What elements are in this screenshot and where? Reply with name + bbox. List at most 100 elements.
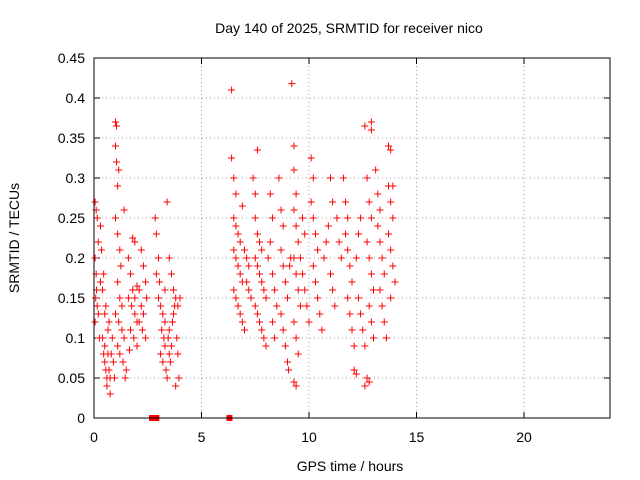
- data-point: [372, 166, 380, 174]
- data-point: [112, 310, 119, 318]
- data-point: [380, 318, 388, 326]
- data-point: [286, 262, 294, 270]
- data-point: [337, 254, 345, 262]
- data-point: [376, 206, 384, 214]
- data-point: [284, 294, 291, 302]
- data-point: [324, 222, 332, 230]
- data-point: [264, 254, 272, 262]
- data-point: [268, 318, 276, 326]
- data-point: [376, 286, 384, 294]
- data-point: [161, 342, 169, 350]
- data-point: [105, 366, 113, 374]
- data-point: [129, 234, 137, 242]
- data-point: [279, 262, 287, 270]
- data-point: [130, 334, 138, 342]
- data-point: [385, 142, 393, 150]
- data-point: [230, 214, 238, 222]
- data-point: [277, 206, 285, 214]
- data-point: [129, 286, 137, 294]
- data-point: [127, 270, 135, 278]
- data-point: [168, 318, 176, 326]
- x-tick-label: 15: [409, 429, 425, 445]
- data-point: [260, 334, 268, 342]
- data-point: [256, 238, 264, 246]
- data-point: [273, 302, 281, 310]
- data-point: [344, 294, 352, 302]
- data-point: [230, 286, 238, 294]
- data-point: [344, 246, 352, 254]
- data-point: [301, 286, 309, 294]
- y-tick-label: 0.25: [58, 210, 85, 226]
- data-point: [138, 326, 146, 334]
- data-point: [385, 230, 393, 238]
- data-point: [176, 294, 184, 302]
- data-point: [290, 166, 298, 174]
- data-points: [91, 80, 399, 421]
- data-point: [243, 278, 251, 286]
- data-point: [116, 294, 124, 302]
- data-point: [294, 286, 302, 294]
- data-point: [91, 318, 99, 326]
- data-point: [106, 390, 114, 398]
- data-point: [96, 278, 104, 286]
- data-point: [113, 158, 121, 166]
- data-point: [387, 146, 395, 154]
- data-point: [110, 374, 118, 382]
- data-point: [163, 198, 171, 206]
- data-point: [367, 214, 375, 222]
- data-point: [173, 334, 181, 342]
- data-point: [277, 246, 285, 254]
- plot-frame: [93, 57, 611, 419]
- data-point: [133, 342, 141, 350]
- data-point: [378, 302, 386, 310]
- data-point: [175, 374, 183, 382]
- data-point: [245, 286, 253, 294]
- data-point: [120, 206, 128, 214]
- data-point: [232, 254, 240, 262]
- y-tick-label: 0: [77, 410, 85, 426]
- data-point: [159, 358, 167, 366]
- data-point: [309, 262, 317, 270]
- data-point: [277, 310, 285, 318]
- data-point: [285, 366, 293, 374]
- data-point: [329, 286, 337, 294]
- data-point: [94, 310, 102, 318]
- data-point: [232, 222, 240, 230]
- data-point: [166, 358, 174, 366]
- data-point: [92, 294, 100, 302]
- x-axis-label: GPS time / hours: [297, 458, 404, 474]
- data-point: [346, 262, 354, 270]
- data-point: [234, 230, 242, 238]
- data-point: [290, 206, 298, 214]
- data-point: [108, 334, 116, 342]
- data-point: [118, 326, 126, 334]
- data-point: [143, 294, 151, 302]
- data-point: [303, 302, 311, 310]
- y-tick-label: 0.3: [66, 170, 86, 186]
- data-point: [292, 270, 300, 278]
- data-point: [350, 366, 358, 374]
- data-point: [137, 246, 145, 254]
- data-point: [251, 254, 259, 262]
- data-point: [118, 302, 126, 310]
- data-point: [165, 326, 173, 334]
- data-point: [370, 286, 377, 294]
- data-point: [241, 246, 248, 254]
- data-point: [139, 262, 147, 270]
- data-point: [104, 326, 112, 334]
- data-point: [99, 334, 107, 342]
- data-point: [157, 350, 165, 358]
- data-point: [350, 342, 358, 350]
- data-point: [376, 238, 384, 246]
- data-point: [365, 198, 373, 206]
- data-point: [128, 302, 136, 310]
- data-point: [245, 262, 253, 270]
- data-point: [236, 270, 244, 278]
- data-point: [139, 310, 147, 318]
- data-point: [348, 278, 356, 286]
- data-point: [157, 302, 165, 310]
- data-point: [311, 278, 319, 286]
- data-point: [305, 318, 313, 326]
- data-point: [268, 214, 276, 222]
- data-point: [389, 262, 397, 270]
